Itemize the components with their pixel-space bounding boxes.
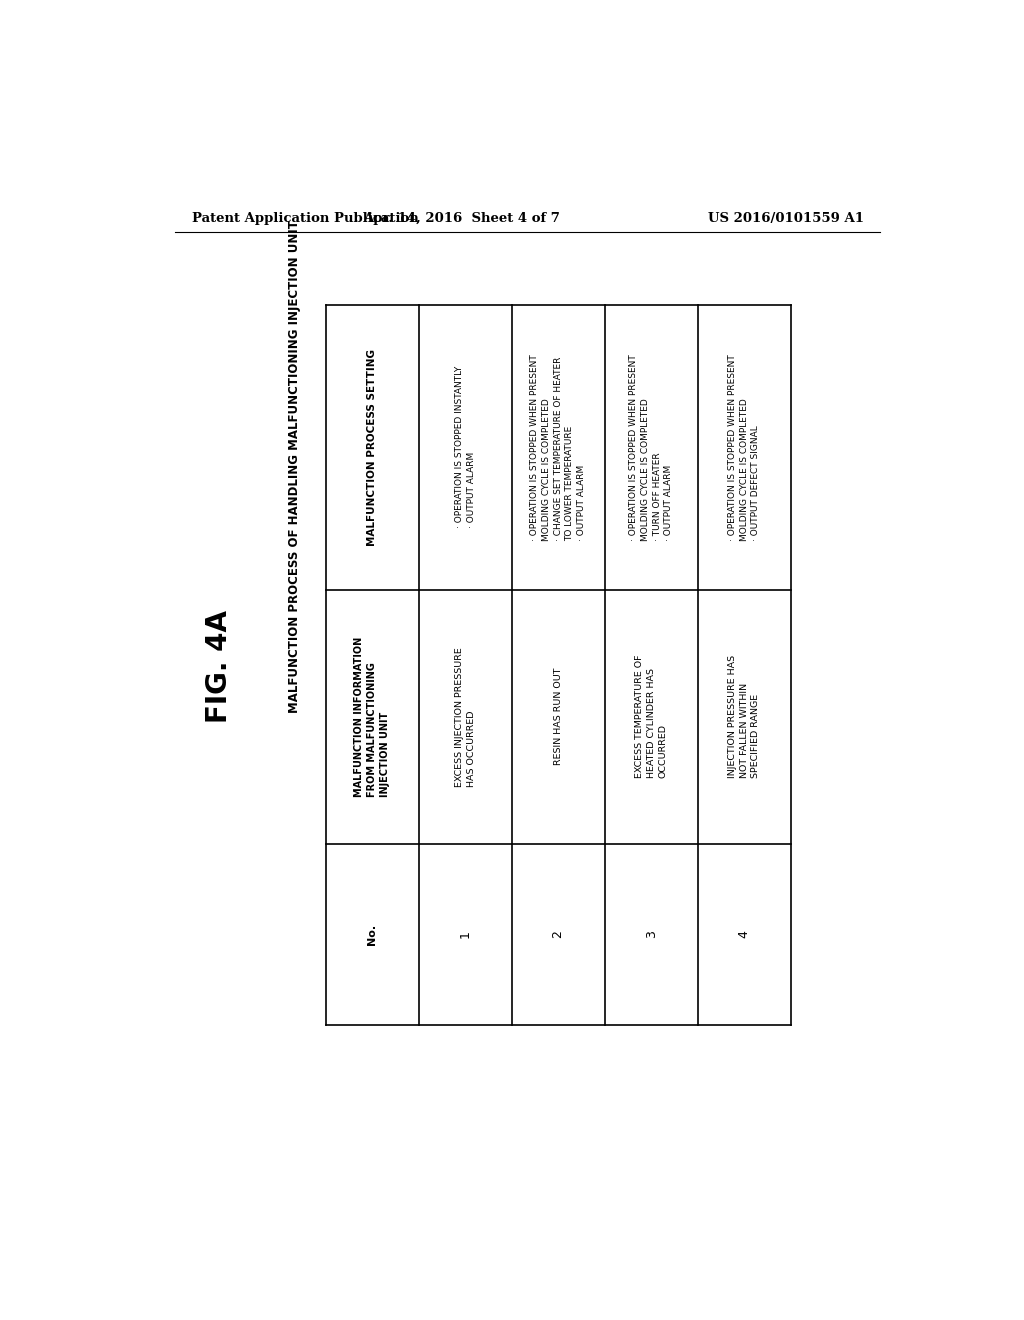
- Text: Apr. 14, 2016  Sheet 4 of 7: Apr. 14, 2016 Sheet 4 of 7: [362, 213, 560, 224]
- Text: MALFUNCTION INFORMATION
FROM MALFUNCTIONING
INJECTION UNIT: MALFUNCTION INFORMATION FROM MALFUNCTION…: [354, 636, 390, 797]
- Text: EXCESS TEMPERATURE OF
HEATED CYLINDER HAS
OCCURRED: EXCESS TEMPERATURE OF HEATED CYLINDER HA…: [635, 655, 668, 779]
- Text: · OPERATION IS STOPPED WHEN PRESENT
MOLDING CYCLE IS COMPLETED
· CHANGE SET TEMP: · OPERATION IS STOPPED WHEN PRESENT MOLD…: [530, 354, 586, 540]
- Text: 4: 4: [737, 931, 751, 939]
- Text: · OPERATION IS STOPPED WHEN PRESENT
MOLDING CYCLE IS COMPLETED
· OUTPUT DEFECT S: · OPERATION IS STOPPED WHEN PRESENT MOLD…: [728, 354, 761, 540]
- Text: FIG. 4A: FIG. 4A: [206, 610, 233, 723]
- Text: EXCESS INJECTION PRESSURE
HAS OCCURRED: EXCESS INJECTION PRESSURE HAS OCCURRED: [455, 647, 475, 787]
- Text: INJECTION PRESSURE HAS
NOT FALLEN WITHIN
SPECIFIED RANGE: INJECTION PRESSURE HAS NOT FALLEN WITHIN…: [728, 655, 761, 779]
- Text: US 2016/0101559 A1: US 2016/0101559 A1: [709, 213, 864, 224]
- Text: 1: 1: [459, 931, 472, 939]
- Text: · OPERATION IS STOPPED WHEN PRESENT
MOLDING CYCLE IS COMPLETED
· TURN OFF HEATER: · OPERATION IS STOPPED WHEN PRESENT MOLD…: [629, 354, 674, 540]
- Text: 2: 2: [552, 931, 564, 939]
- Text: RESIN HAS RUN OUT: RESIN HAS RUN OUT: [554, 668, 562, 766]
- Text: MALFUNCTION PROCESS OF HANDLING MALFUNCTIONING INJECTION UNIT: MALFUNCTION PROCESS OF HANDLING MALFUNCT…: [288, 220, 301, 713]
- Text: MALFUNCTION PROCESS SETTING: MALFUNCTION PROCESS SETTING: [368, 348, 377, 545]
- Text: 3: 3: [645, 931, 657, 939]
- Text: · OPERATION IS STOPPED INSTANTLY
· OUTPUT ALARM: · OPERATION IS STOPPED INSTANTLY · OUTPU…: [455, 366, 475, 528]
- Text: No.: No.: [368, 924, 377, 945]
- Text: Patent Application Publication: Patent Application Publication: [191, 213, 418, 224]
